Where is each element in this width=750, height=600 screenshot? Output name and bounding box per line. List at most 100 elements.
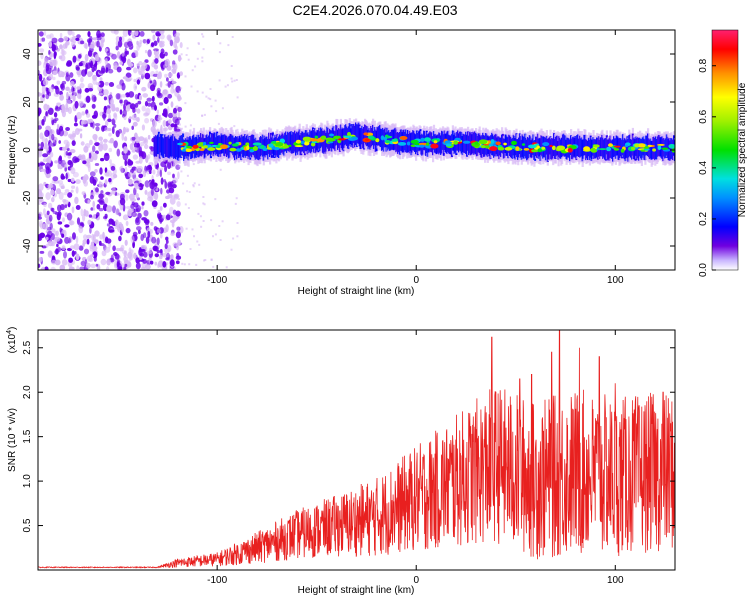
spectrogram-noise-dot bbox=[68, 257, 73, 263]
spectrogram-noise-dot bbox=[224, 85, 227, 88]
spectrogram-noise-dot bbox=[95, 187, 99, 193]
spectrogram-noise-dot bbox=[69, 220, 73, 226]
spectrogram-noise-dot bbox=[91, 233, 95, 242]
spectrogram-noise-dot bbox=[157, 209, 161, 214]
spectrogram-noise-dot bbox=[59, 227, 62, 233]
spectrogram-noise-dot bbox=[203, 259, 206, 262]
spectrogram-noise-dot bbox=[103, 216, 108, 220]
spectrogram-noise-dot bbox=[106, 50, 111, 56]
spectrogram-noise-dot bbox=[167, 112, 174, 119]
spectrogram-noise-dot bbox=[129, 143, 134, 151]
spectrogram-noise-dot bbox=[125, 72, 132, 79]
spectrogram-noise-dot bbox=[123, 103, 126, 111]
chart-title: C2E4.2026.070.04.49.E03 bbox=[292, 2, 457, 18]
spectrogram-noise-dot bbox=[53, 112, 58, 118]
spectrogram-noise-dot bbox=[74, 158, 80, 163]
spectrogram-noise-dot bbox=[151, 95, 155, 102]
spectrogram-noise-dot bbox=[138, 173, 144, 179]
spectrogram-noise-dot bbox=[171, 68, 177, 73]
spectrogram-band-spot bbox=[351, 136, 358, 141]
spectrogram-noise-dot bbox=[197, 212, 200, 215]
spectrogram-noise-dot bbox=[138, 179, 142, 184]
spectrogram-noise-dot bbox=[152, 119, 157, 128]
spectrogram-noise-dot bbox=[131, 136, 136, 141]
spectrogram-noise-dot bbox=[103, 89, 109, 96]
spectrogram-noise-dot bbox=[180, 57, 183, 60]
spectrogram-noise-dot bbox=[179, 71, 183, 76]
spectrogram-band-spot bbox=[606, 146, 612, 152]
spectrogram-noise-dot bbox=[68, 133, 73, 139]
spectrogram-band-spot bbox=[521, 143, 526, 146]
spectrogram-noise-dot bbox=[146, 250, 153, 255]
spectrogram-noise-dot bbox=[39, 162, 46, 166]
spectrogram-noise-dot bbox=[177, 198, 180, 201]
spectrogram-noise-dot bbox=[134, 94, 139, 100]
spectrogram-noise-dot bbox=[191, 228, 194, 231]
spectrogram-noise-dot bbox=[214, 233, 217, 236]
spectrogram-noise-dot bbox=[76, 86, 81, 90]
spectrogram-noise-dot bbox=[218, 225, 221, 227]
spectrogram-noise-dot bbox=[64, 166, 67, 172]
spectrogram-band-spot bbox=[235, 148, 242, 152]
spectrogram-band-spot bbox=[647, 144, 652, 148]
spectrogram-noise-dot bbox=[128, 171, 133, 178]
spectrogram-noise-dot bbox=[72, 171, 79, 178]
spectrogram-noise-dot bbox=[93, 214, 96, 219]
spectrogram-noise-dot bbox=[186, 190, 189, 193]
spectrogram-noise-dot bbox=[131, 114, 137, 121]
spectrogram-noise-dot bbox=[41, 266, 45, 270]
spectrogram-noise-dot bbox=[167, 80, 171, 88]
spectrogram-noise-dot bbox=[137, 212, 142, 219]
spectrogram-noise-dot bbox=[60, 50, 67, 56]
spectrogram-noise-dot bbox=[109, 98, 114, 106]
colorbar-tick-label: 0.0 bbox=[698, 263, 709, 277]
spectrogram-noise-dot bbox=[179, 97, 182, 100]
spectrogram-noise-dot bbox=[159, 206, 163, 211]
spectrogram-band-spot bbox=[556, 145, 566, 151]
spectrogram-noise-dot bbox=[80, 260, 86, 267]
spectrogram-noise-dot bbox=[52, 211, 58, 214]
spectrogram-noise-dot bbox=[85, 62, 89, 71]
spectrogram-noise-dot bbox=[159, 169, 163, 178]
spectrogram-noise-dot bbox=[215, 110, 218, 113]
snr-plot: -100 0 100 0.5 1.0 1.5 2.0 2.5 Height of straig… bbox=[6, 327, 676, 596]
spectrogram-noise-dot bbox=[130, 235, 135, 243]
spectrogram-noise-dot bbox=[54, 259, 61, 266]
spectrogram-noise-dot bbox=[92, 74, 97, 81]
spectrogram-noise-dot bbox=[99, 200, 105, 205]
spectrogram-noise-dot bbox=[64, 203, 68, 208]
spectrogram-noise-dot bbox=[120, 94, 127, 98]
spectrogram-noise-dot bbox=[202, 48, 205, 51]
spectrogram-noise-dot bbox=[39, 192, 44, 198]
spectrogram-noise-dot bbox=[60, 83, 64, 89]
spectrogram-noise-dot bbox=[41, 85, 47, 94]
spectrogram-noise-dot bbox=[58, 156, 62, 165]
spectrogram-noise-dot bbox=[136, 142, 140, 148]
spectrogram-noise-dot bbox=[95, 263, 99, 267]
spectrogram-noise-dot bbox=[159, 33, 165, 40]
spectrogram-noise-dot bbox=[118, 128, 123, 134]
spectrogram-noise-dot bbox=[172, 214, 178, 222]
spectrogram-band-spot bbox=[294, 145, 304, 148]
spectrogram-noise-dot bbox=[110, 30, 117, 34]
spectrogram-noise-dot bbox=[133, 182, 139, 187]
spectrogram-noise-dot bbox=[135, 205, 142, 213]
spectrogram-noise-dot bbox=[127, 210, 132, 217]
spectrogram-noise-dot bbox=[234, 202, 237, 205]
spectrogram-noise-dot bbox=[118, 212, 122, 217]
spectrogram-noise-dot bbox=[45, 125, 51, 132]
spectrogram-noise-dot bbox=[188, 263, 191, 266]
spectrogram-noise-dot bbox=[83, 248, 90, 255]
spectrogram-noise-dot bbox=[178, 90, 181, 93]
colorbar-tick-label: 0.8 bbox=[698, 58, 709, 72]
spectrogram-noise-dot bbox=[50, 117, 54, 121]
spectrogram-noise-dot bbox=[89, 139, 93, 146]
spectrogram-noise-dot bbox=[153, 48, 159, 52]
spectrogram-noise-dot bbox=[115, 40, 119, 46]
spectrogram-noise-dot bbox=[163, 202, 167, 208]
spectrogram-band-spot bbox=[583, 146, 590, 151]
spectrogram-noise-dot bbox=[171, 64, 176, 69]
spectrogram-noise-dot bbox=[159, 254, 163, 260]
spectrogram-noise-dot bbox=[197, 42, 200, 44]
spectrogram-noise-dot bbox=[102, 111, 106, 116]
